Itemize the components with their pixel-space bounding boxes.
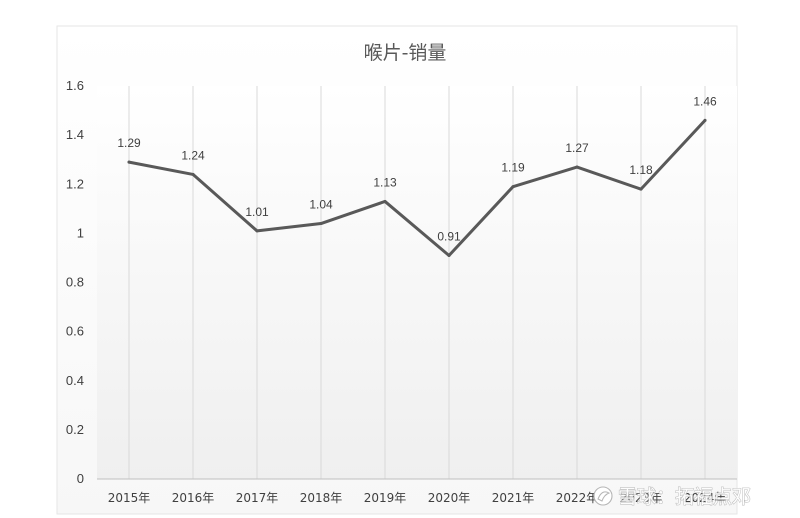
data-label: 0.91 bbox=[437, 229, 461, 243]
data-label: 1.18 bbox=[629, 163, 653, 177]
x-tick-label: 2023年 bbox=[620, 491, 663, 505]
x-tick-label: 2019年 bbox=[364, 491, 407, 505]
y-tick-label: 1.4 bbox=[66, 127, 84, 142]
y-tick-label: 0.6 bbox=[66, 324, 84, 339]
data-label: 1.01 bbox=[245, 205, 269, 219]
plot-area bbox=[97, 86, 737, 479]
series bbox=[127, 118, 707, 257]
x-tick-label: 2016年 bbox=[172, 491, 215, 505]
x-tick-label: 2015年 bbox=[108, 491, 151, 505]
data-point bbox=[639, 187, 643, 191]
data-point bbox=[319, 222, 323, 226]
y-tick-label: 0.8 bbox=[66, 275, 84, 290]
x-tick-label: 2020年 bbox=[428, 491, 471, 505]
data-label: 1.13 bbox=[373, 175, 397, 189]
grid-lines bbox=[128, 86, 706, 479]
x-tick-label: 2024年 bbox=[684, 491, 727, 505]
x-tick-label: 2021年 bbox=[492, 491, 535, 505]
chart-title: 喉片-销量 bbox=[364, 42, 447, 64]
data-point bbox=[383, 199, 387, 203]
watermark-text: 雪球：拓福点邓 bbox=[618, 486, 751, 508]
data-point bbox=[127, 160, 131, 164]
y-tick-label: 1 bbox=[77, 225, 84, 240]
y-tick-label: 1.6 bbox=[66, 78, 84, 93]
data-label: 1.29 bbox=[117, 136, 141, 150]
data-label: 1.27 bbox=[565, 141, 589, 155]
data-point bbox=[191, 172, 195, 176]
y-axis-ticks: 0 0.2 0.4 0.6 0.8 1 1.2 1.4 1.6 bbox=[66, 78, 84, 486]
y-tick-label: 0.2 bbox=[66, 422, 84, 437]
watermark: 雪球：拓福点邓 bbox=[593, 485, 752, 509]
y-tick-label: 0.4 bbox=[66, 373, 84, 388]
series-line bbox=[127, 118, 707, 257]
x-tick-label: 2017年 bbox=[236, 491, 279, 505]
x-axis-ticks: 2015年 2016年 2017年 2018年 2019年 2020年 2021年 2022年… bbox=[108, 491, 727, 505]
x-tick-label: 2022年 bbox=[556, 491, 599, 505]
x-tick-label: 2018年 bbox=[300, 491, 343, 505]
snowball-logo-icon bbox=[593, 486, 613, 506]
data-labels: 1.29 1.24 1.01 1.04 1.13 0.91 1.19 1.27 1.18 1.46 bbox=[117, 94, 717, 243]
data-label: 1.19 bbox=[501, 161, 525, 175]
y-tick-label: 0 bbox=[77, 471, 84, 486]
data-point bbox=[255, 229, 259, 233]
data-label: 1.24 bbox=[181, 148, 205, 162]
data-point bbox=[703, 118, 707, 122]
data-label: 1.46 bbox=[693, 94, 717, 108]
y-tick-label: 1.2 bbox=[66, 176, 84, 191]
data-point bbox=[447, 253, 451, 257]
data-point bbox=[575, 165, 579, 169]
data-label: 1.04 bbox=[309, 198, 333, 212]
data-point bbox=[511, 185, 515, 189]
